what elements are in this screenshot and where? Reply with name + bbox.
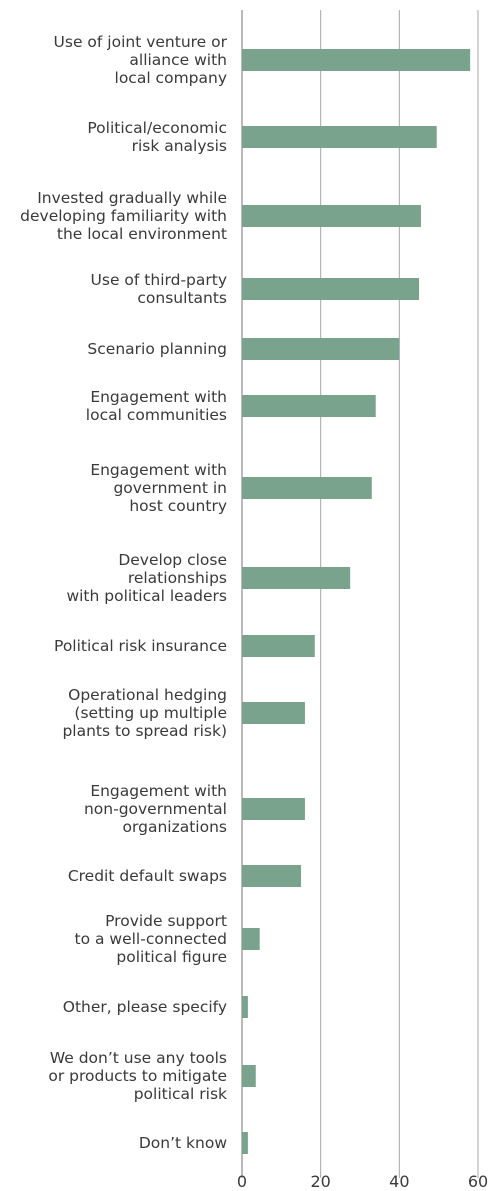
bar-8 xyxy=(242,635,315,657)
bar-14 xyxy=(242,1065,256,1087)
bars xyxy=(242,49,471,1154)
category-label-line: government in xyxy=(113,479,227,497)
category-label-6: Engagement with government in host country xyxy=(90,461,227,515)
category-label-line: Other, please specify xyxy=(63,998,227,1016)
x-tick-label-40: 40 xyxy=(389,1172,409,1191)
category-label-4: Scenario planning xyxy=(87,340,227,358)
category-label-line: to a well-connected xyxy=(75,930,228,948)
category-label-line: plants to spread risk) xyxy=(62,722,227,740)
category-label-line: or products to mitigate xyxy=(48,1067,227,1085)
category-label-line: political risk xyxy=(134,1085,227,1103)
category-label-line: Invested gradually while xyxy=(37,189,227,207)
category-label-line: Political/economic xyxy=(87,119,227,137)
bar-15 xyxy=(242,1132,248,1154)
category-label-line: (setting up multiple xyxy=(74,704,227,722)
category-label-line: Use of joint venture or xyxy=(54,33,228,51)
category-label-line: alliance with xyxy=(129,51,227,69)
category-label-line: Develop close xyxy=(118,551,227,569)
x-tick-labels: 0 20 40 60 xyxy=(237,1172,488,1191)
category-label-5: Engagement with local communities xyxy=(86,388,227,424)
category-label-line: Political risk insurance xyxy=(54,637,227,655)
bar-5 xyxy=(242,395,376,417)
category-label-line: risk analysis xyxy=(132,137,227,155)
category-label-line: political figure xyxy=(116,948,227,966)
category-label-line: Use of third-party xyxy=(91,271,227,289)
category-label-9: Operational hedging (setting up multiple p… xyxy=(62,686,227,740)
category-label-line: with political leaders xyxy=(66,587,227,605)
x-tick-label-60: 60 xyxy=(468,1172,488,1191)
category-label-line: developing familiarity with xyxy=(20,207,227,225)
category-label-7: Develop close relationships with political… xyxy=(66,551,227,605)
category-label-1: Political/economic risk analysis xyxy=(87,119,227,155)
bar-13 xyxy=(242,996,248,1018)
category-label-15: Don’t know xyxy=(139,1134,227,1152)
category-label-line: Engagement with xyxy=(90,461,227,479)
category-label-line: Engagement with xyxy=(90,782,227,800)
bar-4 xyxy=(242,338,400,360)
category-label-11: Credit default swaps xyxy=(68,867,227,885)
x-tick-label-0: 0 xyxy=(237,1172,247,1191)
bar-1 xyxy=(242,126,437,148)
bar-10 xyxy=(242,798,305,820)
category-label-line: local communities xyxy=(86,406,227,424)
category-label-line: Credit default swaps xyxy=(68,867,227,885)
category-label-line: Engagement with xyxy=(90,388,227,406)
x-tick-label-20: 20 xyxy=(310,1172,330,1191)
category-label-line: Provide support xyxy=(105,912,227,930)
category-label-8: Political risk insurance xyxy=(54,637,227,655)
bar-3 xyxy=(242,278,419,300)
category-label-line: non-governmental xyxy=(84,800,227,818)
grid-lines xyxy=(320,10,479,1178)
category-label-12: Provide support to a well-connected politi… xyxy=(75,912,228,966)
bar-6 xyxy=(242,477,372,499)
category-label-line: local company xyxy=(115,69,227,87)
category-label-line: organizations xyxy=(123,818,227,836)
category-label-line: the local environment xyxy=(57,225,227,243)
bar-12 xyxy=(242,928,260,950)
bar-7 xyxy=(242,567,351,589)
bar-2 xyxy=(242,205,421,227)
category-label-line: host country xyxy=(129,497,227,515)
category-label-14: We don’t use any tools or products to mit… xyxy=(48,1049,227,1103)
category-label-line: consultants xyxy=(137,289,227,307)
category-label-2: Invested gradually while developing famil… xyxy=(20,189,227,243)
category-label-line: Scenario planning xyxy=(87,340,227,358)
category-labels: Use of joint venture or alliance with loca… xyxy=(20,33,227,1152)
category-label-line: Operational hedging xyxy=(68,686,227,704)
category-label-line: We don’t use any tools xyxy=(50,1049,227,1067)
bar-9 xyxy=(242,702,305,724)
bar-0 xyxy=(242,49,471,71)
bar-11 xyxy=(242,865,301,887)
category-label-10: Engagement with non-governmental organizat… xyxy=(84,782,227,836)
category-label-13: Other, please specify xyxy=(63,998,227,1016)
category-label-3: Use of third-party consultants xyxy=(91,271,227,307)
category-label-line: relationships xyxy=(128,569,227,587)
category-label-line: Don’t know xyxy=(139,1134,227,1152)
category-label-0: Use of joint venture or alliance with loca… xyxy=(54,33,228,87)
